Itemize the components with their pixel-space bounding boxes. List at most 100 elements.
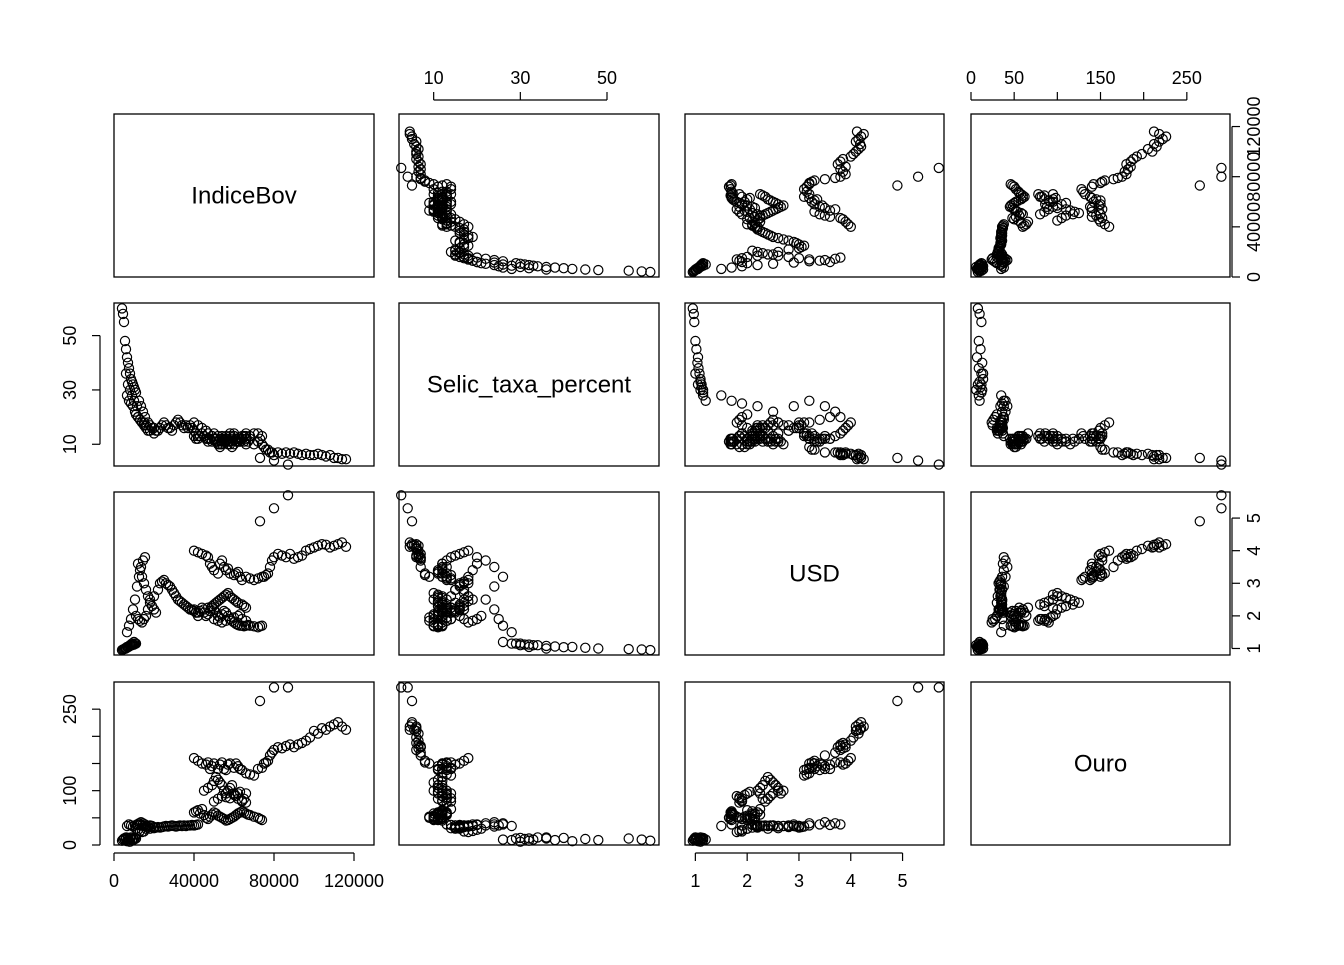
point-indicebov-vs-selic-taxa-percent-3 (593, 264, 604, 276)
point-indicebov-vs-usd-31 (814, 255, 825, 266)
point-usd-vs-selic-taxa-percent-56 (450, 584, 461, 596)
point-indicebov-vs-usd-47 (762, 249, 774, 260)
point-indicebov-vs-usd-57 (778, 234, 789, 245)
point-ouro-vs-usd-168 (835, 739, 846, 750)
point-usd-vs-indicebov-182 (268, 503, 280, 514)
point-usd-vs-selic-taxa-percent-27 (489, 561, 500, 573)
point-selic-taxa-percent-vs-ouro-105 (1095, 422, 1106, 434)
point-ouro-vs-usd-155 (736, 795, 748, 806)
point-usd-vs-ouro-140 (1060, 592, 1072, 604)
point-selic-taxa-percent-vs-usd-106 (837, 425, 849, 436)
point-selic-taxa-percent-vs-usd-128 (752, 430, 763, 442)
point-indicebov-vs-usd-107 (835, 212, 846, 224)
point-selic-taxa-percent-vs-indicebov-25 (131, 401, 143, 412)
point-indicebov-vs-selic-taxa-percent-154 (432, 192, 444, 204)
point-selic-taxa-percent-vs-usd-142 (765, 433, 776, 444)
point-selic-taxa-percent-vs-indicebov-180 (340, 454, 352, 465)
point-selic-taxa-percent-vs-usd-43 (731, 417, 743, 428)
point-selic-taxa-percent-vs-usd-3 (690, 335, 701, 347)
point-indicebov-vs-usd-23 (752, 259, 763, 271)
point-indicebov-vs-selic-taxa-percent-177 (406, 133, 418, 145)
point-ouro-vs-indicebov-136 (218, 785, 230, 796)
point-selic-taxa-percent-vs-usd-158 (806, 444, 818, 455)
point-selic-taxa-percent-vs-indicebov-101 (254, 433, 266, 444)
point-usd-vs-indicebov-160 (264, 561, 276, 573)
point-usd-vs-indicebov-181 (254, 516, 266, 527)
point-selic-taxa-percent-vs-usd-137 (775, 436, 787, 447)
point-usd-vs-selic-taxa-percent-166 (413, 548, 424, 560)
tick-label-bottom-indicebov-40000: 40000 (169, 871, 219, 891)
point-ouro-vs-usd-144 (760, 796, 771, 807)
point-selic-taxa-percent-vs-ouro-127 (1088, 430, 1099, 442)
point-ouro-vs-usd-101 (725, 813, 736, 825)
point-selic-taxa-percent-vs-indicebov-127 (256, 430, 268, 442)
point-ouro-vs-indicebov-45 (140, 823, 152, 834)
point-indicebov-vs-usd-144 (760, 191, 771, 202)
point-usd-vs-indicebov-99 (248, 621, 260, 632)
panel-frame-indicebov-indicebov (113, 113, 375, 278)
point-selic-taxa-percent-vs-indicebov-16 (122, 379, 134, 390)
point-indicebov-vs-ouro-183 (1216, 162, 1227, 174)
point-usd-vs-selic-taxa-percent-181 (406, 516, 418, 527)
point-usd-vs-selic-taxa-percent-179 (404, 537, 415, 548)
point-indicebov-vs-ouro-180 (1148, 126, 1160, 137)
point-ouro-vs-indicebov-126 (252, 763, 264, 775)
point-usd-vs-ouro-61 (996, 597, 1007, 609)
point-ouro-vs-usd-86 (747, 815, 758, 826)
point-selic-taxa-percent-vs-usd-178 (855, 452, 867, 464)
tick-label-left-selic-taxa-percent-10: 10 (60, 434, 80, 454)
point-selic-taxa-percent-vs-indicebov-1 (117, 308, 129, 320)
point-usd-vs-selic-taxa-percent-4 (580, 642, 591, 654)
point-selic-taxa-percent-vs-usd-57 (778, 420, 789, 431)
point-indicebov-vs-usd-38 (752, 246, 763, 258)
point-selic-taxa-percent-vs-ouro-182 (1216, 455, 1227, 466)
point-usd-vs-ouro-30 (997, 558, 1009, 569)
point-indicebov-vs-ouro-170 (1131, 151, 1143, 162)
panel-frame-ouro-ouro (970, 681, 1231, 846)
point-ouro-vs-usd-154 (744, 786, 756, 798)
point-usd-vs-selic-taxa-percent-3 (593, 643, 604, 654)
point-selic-taxa-percent-vs-usd-182 (912, 455, 924, 466)
point-selic-taxa-percent-vs-usd-149 (731, 433, 743, 444)
point-selic-taxa-percent-vs-usd-19 (700, 395, 711, 406)
point-selic-taxa-percent-vs-ouro-27 (1002, 401, 1013, 412)
point-usd-vs-ouro-102 (1005, 620, 1016, 631)
point-selic-taxa-percent-vs-usd-141 (767, 430, 779, 442)
point-selic-taxa-percent-vs-usd-17 (695, 384, 706, 396)
point-selic-taxa-percent-vs-usd-183 (933, 459, 945, 470)
point-selic-taxa-percent-vs-ouro-19 (974, 395, 985, 406)
point-indicebov-vs-selic-taxa-percent-182 (402, 171, 413, 182)
point-ouro-vs-usd-181 (892, 695, 903, 707)
point-selic-taxa-percent-vs-usd-59 (767, 414, 779, 425)
point-ouro-vs-selic-taxa-percent-127 (441, 762, 452, 774)
point-ouro-vs-indicebov-76 (200, 812, 212, 824)
point-selic-taxa-percent-vs-usd-36 (767, 420, 779, 431)
point-selic-taxa-percent-vs-indicebov-17 (124, 384, 136, 396)
point-ouro-vs-usd-142 (765, 790, 776, 802)
point-selic-taxa-percent-vs-usd-42 (734, 414, 745, 425)
tick-label-left-ouro-250: 250 (60, 694, 80, 724)
point-usd-vs-indicebov-107 (202, 552, 214, 563)
point-selic-taxa-percent-vs-indicebov-7 (123, 363, 135, 374)
point-indicebov-vs-usd-37 (757, 247, 768, 259)
point-ouro-vs-indicebov-124 (244, 769, 256, 780)
point-ouro-vs-indicebov-74 (196, 803, 208, 815)
point-selic-taxa-percent-vs-indicebov-181 (254, 452, 266, 464)
point-usd-vs-ouro-156 (1033, 615, 1044, 627)
point-ouro-vs-selic-taxa-percent-126 (445, 763, 457, 775)
point-selic-taxa-percent-vs-ouro-0 (972, 303, 984, 314)
point-selic-taxa-percent-vs-ouro-3 (973, 335, 985, 347)
point-indicebov-vs-usd-114 (819, 202, 831, 214)
point-selic-taxa-percent-vs-usd-33 (793, 417, 805, 428)
point-ouro-vs-usd-52 (798, 821, 810, 832)
point-selic-taxa-percent-vs-indicebov-61 (176, 420, 188, 431)
point-ouro-vs-usd-180 (851, 724, 863, 736)
point-indicebov-vs-ouro-87 (1005, 200, 1016, 211)
point-selic-taxa-percent-vs-usd-107 (835, 428, 846, 439)
point-usd-vs-indicebov-72 (192, 610, 204, 622)
point-selic-taxa-percent-vs-usd-169 (837, 449, 849, 461)
point-usd-vs-selic-taxa-percent-2 (623, 643, 634, 655)
point-ouro-vs-usd-56 (783, 820, 794, 831)
point-ouro-vs-indicebov-183 (282, 682, 294, 693)
point-ouro-vs-indicebov-156 (240, 797, 252, 808)
